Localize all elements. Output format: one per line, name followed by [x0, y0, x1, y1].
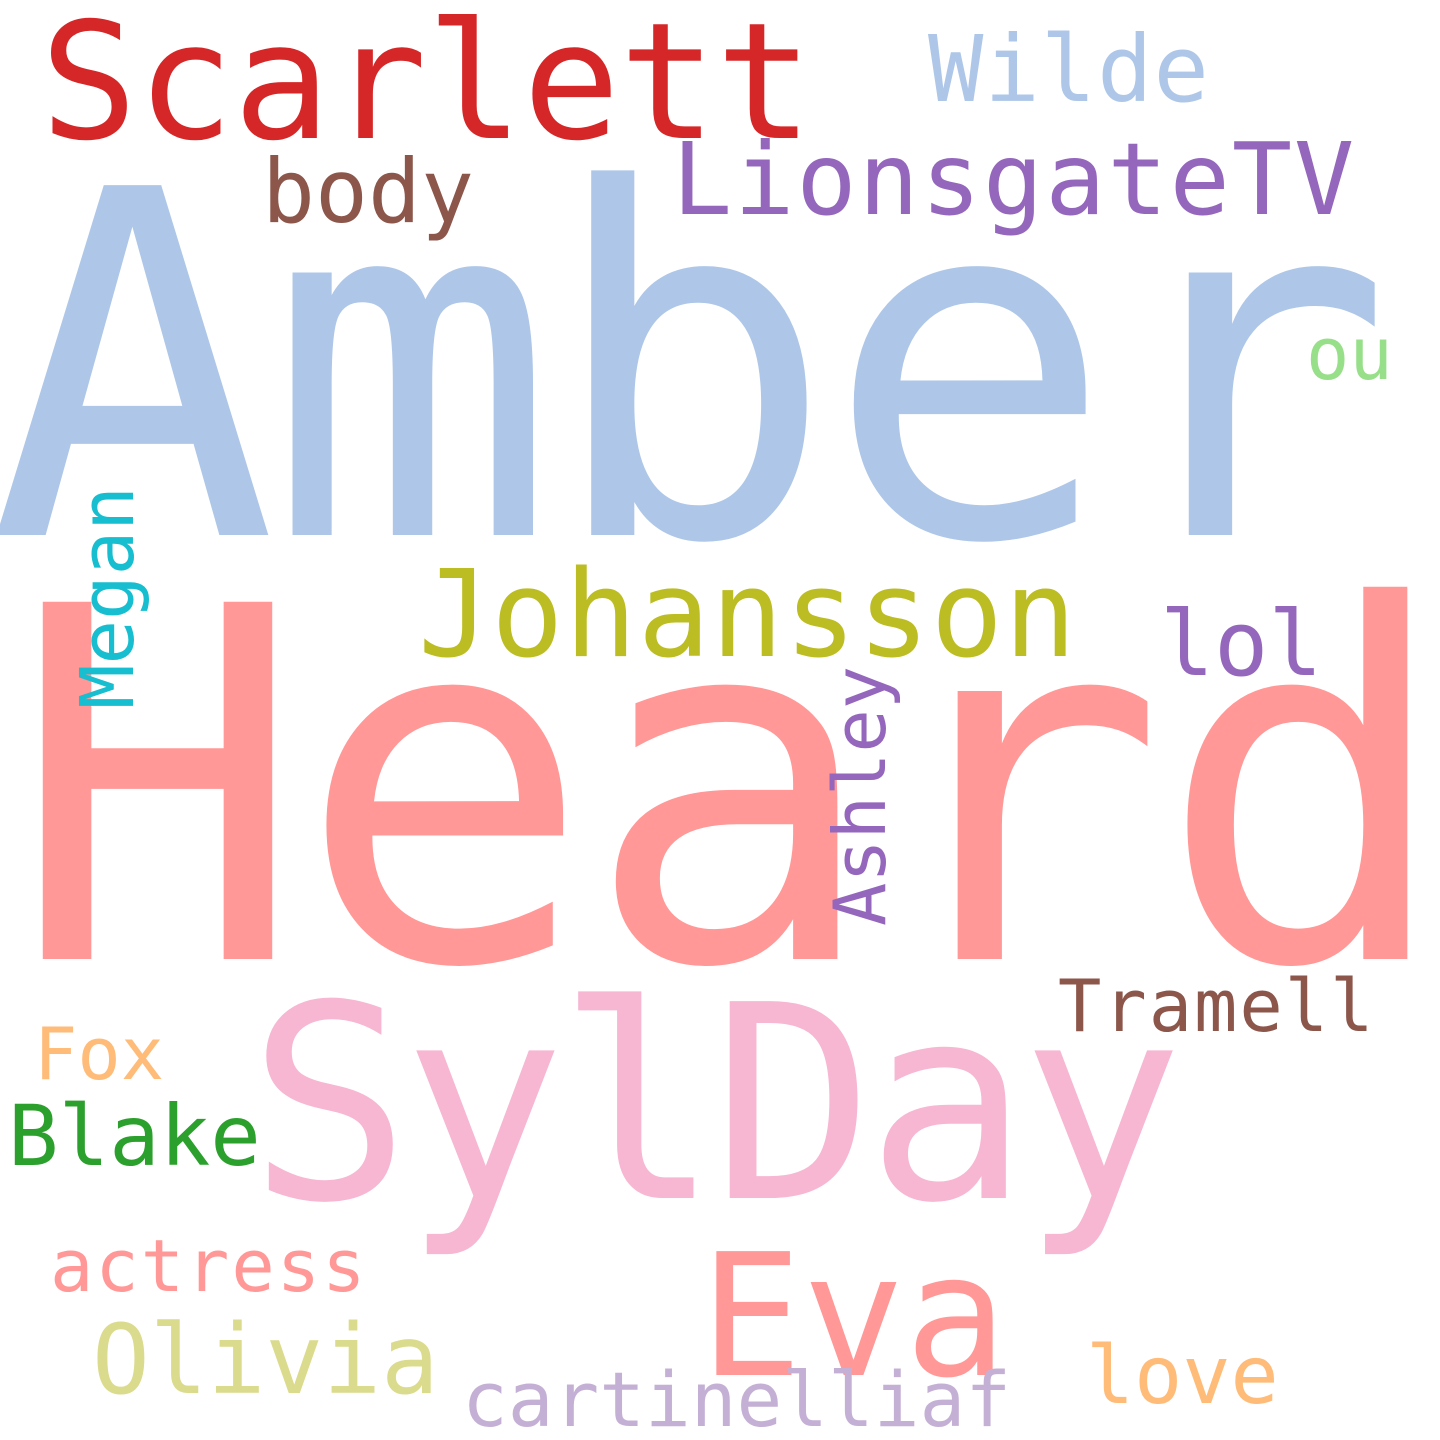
- word-lionsgatetv: LionsgateTV: [672, 121, 1357, 238]
- word-ou: ou: [1306, 312, 1393, 396]
- word-blake: Blake: [8, 1087, 261, 1185]
- word-johansson: Johansson: [418, 546, 1078, 685]
- word-ashley: Ashley: [818, 665, 902, 927]
- word-sylday: SylDay: [248, 947, 1183, 1262]
- word-love: love: [1086, 1329, 1279, 1422]
- word-megan: Megan: [65, 486, 151, 709]
- word-tramell: Tramell: [1058, 964, 1376, 1048]
- word-actress: actress: [50, 1224, 368, 1308]
- word-heard: Heard: [10, 504, 1440, 1075]
- word-wilde: Wilde: [928, 16, 1210, 123]
- word-olivia: Olivia: [92, 1304, 439, 1416]
- word-amber: Amber: [0, 90, 1393, 649]
- word-cartinelliaf: cartinelliaf: [462, 1355, 1012, 1440]
- word-fox: Fox: [34, 1012, 165, 1096]
- word-lol: lol: [1160, 592, 1323, 697]
- word-body: body: [262, 140, 474, 243]
- word-scarlett: Scarlett: [40, 0, 813, 177]
- word-eva: Eva: [700, 1218, 1008, 1416]
